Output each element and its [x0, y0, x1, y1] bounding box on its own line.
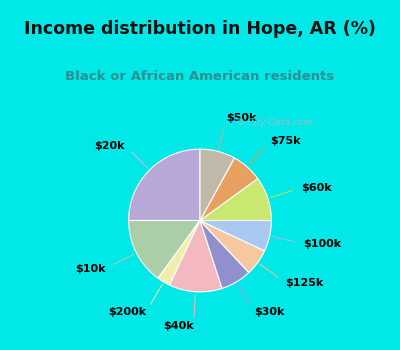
- Text: $20k: $20k: [95, 141, 125, 150]
- Wedge shape: [200, 178, 272, 220]
- Wedge shape: [129, 149, 200, 220]
- Text: Black or African American residents: Black or African American residents: [66, 70, 334, 83]
- Wedge shape: [200, 149, 234, 220]
- Wedge shape: [170, 220, 222, 292]
- Wedge shape: [200, 220, 272, 251]
- Text: © City-Data.com: © City-Data.com: [236, 118, 312, 127]
- Text: $50k: $50k: [226, 113, 257, 123]
- Wedge shape: [158, 220, 200, 285]
- Text: Income distribution in Hope, AR (%): Income distribution in Hope, AR (%): [24, 20, 376, 38]
- Text: $30k: $30k: [254, 307, 284, 317]
- Wedge shape: [129, 220, 200, 278]
- Text: $100k: $100k: [303, 239, 342, 248]
- Text: $60k: $60k: [301, 183, 331, 193]
- Wedge shape: [200, 220, 249, 288]
- Text: $125k: $125k: [286, 278, 324, 288]
- Text: $75k: $75k: [270, 136, 300, 146]
- Text: $10k: $10k: [75, 264, 106, 274]
- Wedge shape: [200, 158, 258, 220]
- Text: $200k: $200k: [108, 307, 146, 317]
- Text: $40k: $40k: [163, 321, 193, 331]
- Wedge shape: [200, 220, 265, 273]
